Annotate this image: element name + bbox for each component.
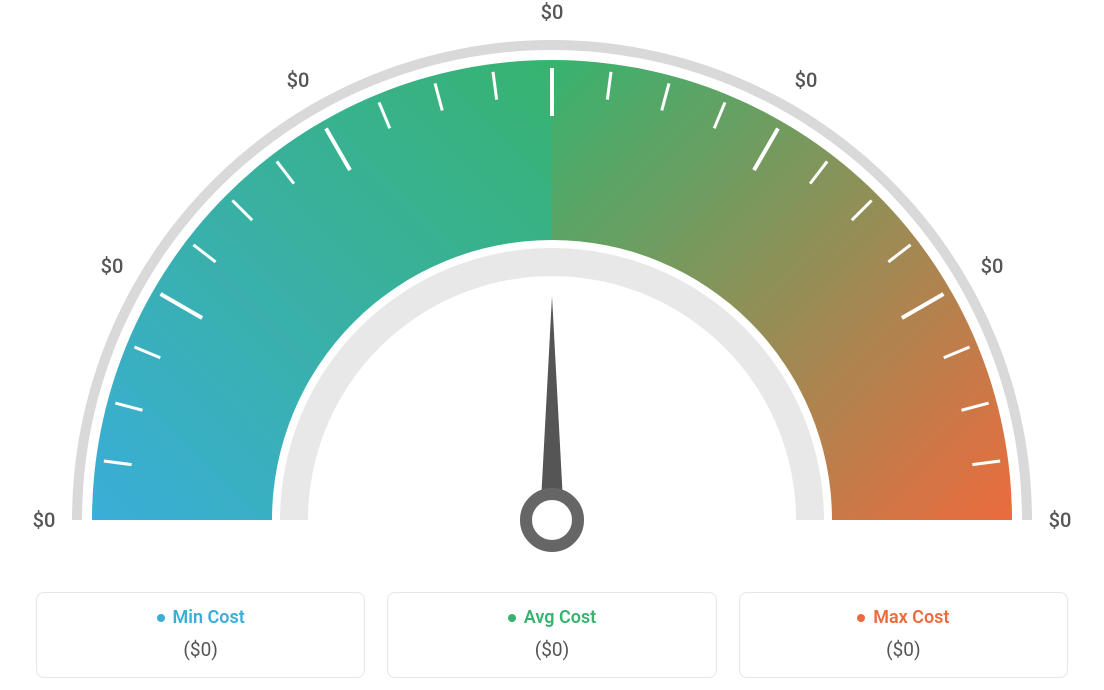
legend-value: ($0): [37, 638, 364, 661]
gauge-tick-label: $0: [795, 68, 818, 92]
legend-label: Max Cost: [873, 607, 949, 628]
legend-card-avg: Avg Cost ($0): [387, 592, 716, 678]
legend-title-row: Min Cost: [37, 607, 364, 628]
gauge-tick-label: $0: [287, 68, 310, 92]
legend-dot-icon: [508, 614, 516, 622]
gauge-tick-label: $0: [33, 508, 56, 532]
gauge-arc-left: [92, 60, 552, 520]
legend-title-row: Max Cost: [740, 607, 1067, 628]
gauge-tick-label: $0: [981, 254, 1004, 278]
gauge-tick-label: $0: [101, 254, 124, 278]
legend-row: Min Cost ($0) Avg Cost ($0) Max Cost ($0…: [0, 592, 1104, 678]
legend-value: ($0): [388, 638, 715, 661]
legend-value: ($0): [740, 638, 1067, 661]
legend-label: Min Cost: [173, 607, 245, 628]
legend-dot-icon: [857, 614, 865, 622]
gauge-needle-group: [540, 296, 564, 520]
gauge-needle-hub: [526, 494, 578, 546]
legend-label: Avg Cost: [524, 607, 596, 628]
legend-dot-icon: [157, 614, 165, 622]
gauge-chart: $0 $0 $0 $0 $0 $0 $0: [0, 0, 1104, 570]
legend-card-min: Min Cost ($0): [36, 592, 365, 678]
gauge-arc-right: [552, 60, 1012, 520]
legend-title-row: Avg Cost: [388, 607, 715, 628]
gauge-svg: [42, 20, 1062, 580]
legend-card-max: Max Cost ($0): [739, 592, 1068, 678]
gauge-tick-label: $0: [541, 0, 564, 24]
gauge-tick-label: $0: [1049, 508, 1072, 532]
